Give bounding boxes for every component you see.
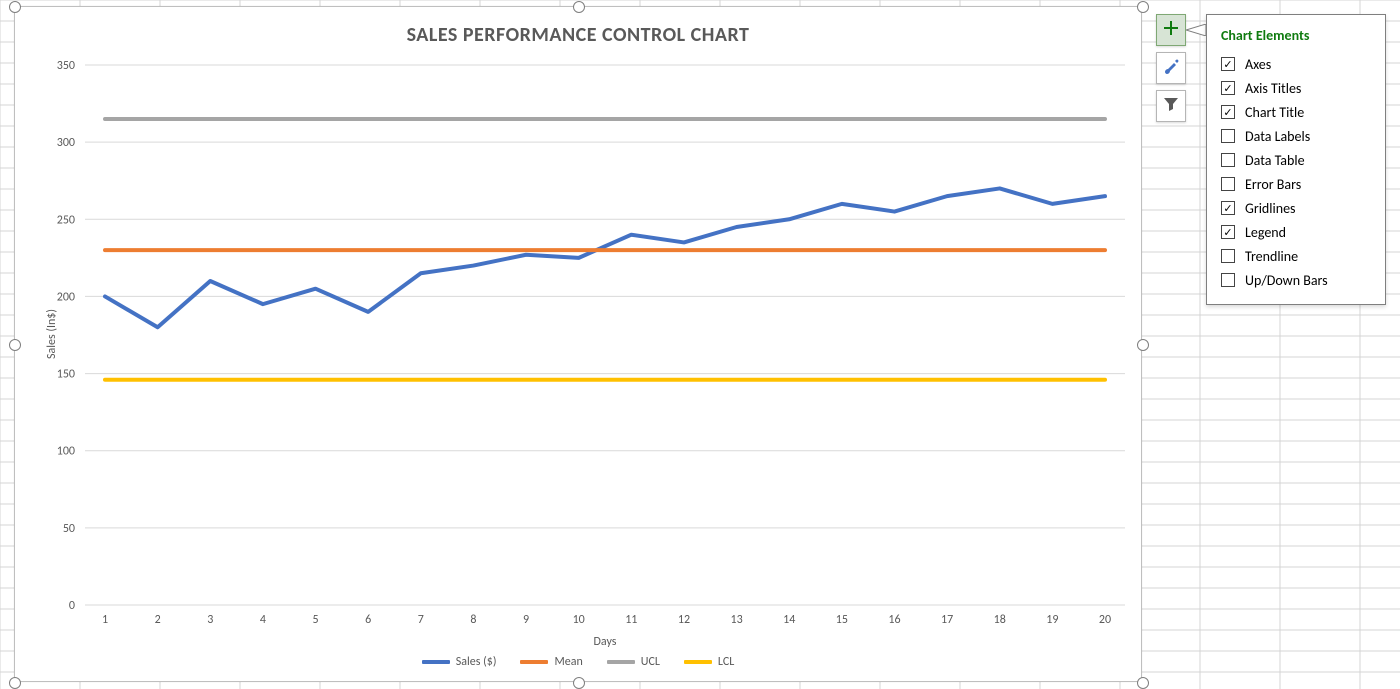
option-label: Gridlines [1245,200,1296,217]
chart-element-option[interactable]: Chart Title [1221,100,1365,124]
svg-text:3: 3 [207,613,213,627]
svg-text:17: 17 [941,613,953,627]
legend-swatch [422,660,450,664]
svg-text:50: 50 [63,522,75,536]
flyout-pointer [1186,24,1206,36]
svg-text:14: 14 [783,613,795,627]
x-axis-title[interactable]: Days [85,635,1125,649]
svg-text:200: 200 [57,290,75,304]
svg-text:0: 0 [69,599,75,613]
chart-element-option[interactable]: Gridlines [1221,196,1365,220]
svg-text:6: 6 [365,613,371,627]
legend-item[interactable]: LCL [684,655,734,669]
series-sales-[interactable] [105,188,1105,327]
checkbox[interactable] [1221,57,1235,71]
chart-element-option[interactable]: Up/Down Bars [1221,268,1365,292]
chart-filters-button[interactable] [1156,90,1186,122]
option-label: Data Labels [1245,128,1310,145]
legend[interactable]: Sales ($) Mean UCL LCL [15,655,1141,669]
selection-handle[interactable] [1137,1,1149,13]
legend-swatch [520,660,548,664]
svg-text:100: 100 [57,445,75,459]
option-label: Up/Down Bars [1245,272,1328,289]
checkbox[interactable] [1221,225,1235,239]
brush-icon [1163,58,1179,79]
flyout-title: Chart Elements [1221,27,1365,44]
svg-text:250: 250 [57,213,75,227]
chart-elements-button[interactable] [1156,14,1186,46]
selection-handle[interactable] [573,1,585,13]
legend-item[interactable]: Sales ($) [422,655,497,669]
svg-text:19: 19 [1046,613,1058,627]
legend-item[interactable]: UCL [607,655,660,669]
svg-text:13: 13 [730,613,742,627]
option-label: Axes [1245,56,1271,73]
svg-text:5: 5 [312,613,318,627]
legend-item[interactable]: Mean [520,655,582,669]
checkbox[interactable] [1221,153,1235,167]
svg-text:11: 11 [625,613,637,627]
selection-handle[interactable] [1137,677,1149,689]
option-label: Chart Title [1245,104,1304,121]
svg-text:4: 4 [260,613,266,627]
svg-text:7: 7 [418,613,424,627]
legend-label: LCL [718,655,734,669]
legend-label: Mean [554,655,582,669]
svg-text:20: 20 [1099,613,1111,627]
legend-label: UCL [641,655,660,669]
selection-handle[interactable] [9,339,21,351]
svg-text:12: 12 [678,613,690,627]
checkbox[interactable] [1221,81,1235,95]
option-label: Data Table [1245,152,1305,169]
svg-text:350: 350 [57,59,75,73]
chart-object[interactable]: SALES PERFORMANCE CONTROL CHART 05010015… [14,6,1142,682]
svg-text:9: 9 [523,613,529,627]
y-axis-title[interactable]: Sales (In$) [45,309,59,359]
chart-title[interactable]: SALES PERFORMANCE CONTROL CHART [15,23,1141,47]
checkbox[interactable] [1221,273,1235,287]
plot-area[interactable]: 0501001502002503003501234567891011121314… [85,65,1125,605]
checkbox[interactable] [1221,129,1235,143]
checkbox[interactable] [1221,249,1235,263]
chart-elements-flyout[interactable]: Chart Elements Axes Axis Titles Chart Titl… [1206,14,1386,305]
funnel-icon [1163,96,1179,117]
selection-handle[interactable] [1137,339,1149,351]
svg-text:1: 1 [102,613,108,627]
chart-element-option[interactable]: Axes [1221,52,1365,76]
svg-text:15: 15 [836,613,848,627]
checkbox[interactable] [1221,105,1235,119]
svg-text:10: 10 [573,613,585,627]
legend-label: Sales ($) [456,655,497,669]
chart-element-option[interactable]: Data Table [1221,148,1365,172]
svg-text:18: 18 [994,613,1006,627]
svg-text:2: 2 [155,613,161,627]
svg-text:16: 16 [888,613,900,627]
chart-styles-button[interactable] [1156,52,1186,84]
selection-handle[interactable] [573,677,585,689]
svg-text:300: 300 [57,136,75,150]
plus-icon [1163,20,1179,41]
svg-text:150: 150 [57,368,75,382]
selection-handle[interactable] [9,1,21,13]
chart-element-option[interactable]: Error Bars [1221,172,1365,196]
option-label: Trendline [1245,248,1298,265]
legend-swatch [607,660,635,664]
legend-swatch [684,660,712,664]
option-label: Axis Titles [1245,80,1301,97]
svg-text:8: 8 [470,613,476,627]
option-label: Legend [1245,224,1286,241]
checkbox[interactable] [1221,201,1235,215]
option-label: Error Bars [1245,176,1301,193]
selection-handle[interactable] [9,677,21,689]
chart-element-option[interactable]: Data Labels [1221,124,1365,148]
checkbox[interactable] [1221,177,1235,191]
chart-element-option[interactable]: Legend [1221,220,1365,244]
chart-element-option[interactable]: Axis Titles [1221,76,1365,100]
chart-element-option[interactable]: Trendline [1221,244,1365,268]
